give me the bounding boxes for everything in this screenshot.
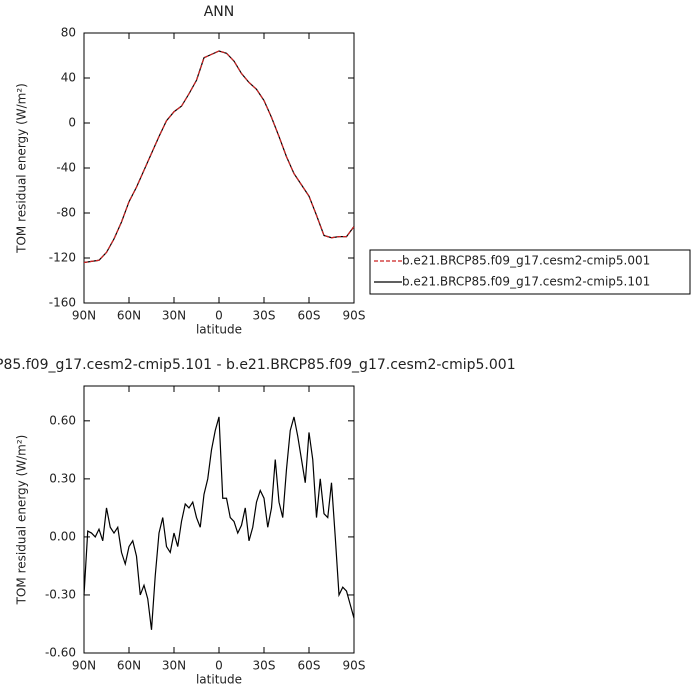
y-tick-label: -40 [56, 161, 76, 175]
x-tick-label: 90S [343, 659, 366, 673]
x-tick-label: 30N [162, 659, 186, 673]
y-tick-label: -0.30 [45, 587, 76, 601]
y-axis-label: TOM residual energy (W/m²) [15, 435, 29, 606]
x-tick-label: 30S [253, 309, 276, 323]
x-tick-label: 60N [117, 659, 141, 673]
x-tick-label: 0 [215, 309, 223, 323]
legend-label: b.e21.BRCP85.f09_g17.cesm2-cmip5.001 [402, 254, 650, 268]
x-tick-label: 30S [253, 659, 276, 673]
x-tick-label: 90S [343, 309, 366, 323]
y-tick-label: 40 [61, 71, 76, 85]
x-axis-label: latitude [196, 673, 242, 687]
y-tick-label: 0.60 [49, 413, 76, 427]
y-tick-label: 0.30 [49, 471, 76, 485]
chart-title: b.e21.BRCP85.f09_g17.cesm2-cmip5.101 - b… [0, 357, 516, 373]
x-tick-label: 0 [215, 659, 223, 673]
y-tick-label: -80 [56, 206, 76, 220]
y-tick-label: 0 [68, 116, 76, 130]
y-tick-label: 0.00 [49, 529, 76, 543]
data-line [83, 416, 355, 630]
x-tick-label: 90N [72, 659, 96, 673]
data-line [83, 50, 355, 264]
x-tick-label: 90N [72, 309, 96, 323]
data-line [83, 50, 355, 264]
legend-box [369, 249, 691, 295]
chart-title: ANN [204, 4, 235, 20]
y-axis-label: TOM residual energy (W/m²) [15, 83, 29, 254]
x-tick-label: 60S [298, 309, 321, 323]
plot-frame [83, 32, 355, 304]
y-tick-label: -120 [49, 251, 76, 265]
y-tick-label: -160 [49, 296, 76, 310]
y-tick-label: 80 [61, 26, 76, 40]
x-tick-label: 30N [162, 309, 186, 323]
x-axis-label: latitude [196, 323, 242, 337]
y-tick-label: -0.60 [45, 646, 76, 660]
x-tick-label: 60S [298, 659, 321, 673]
legend-label: b.e21.BRCP85.f09_g17.cesm2-cmip5.101 [402, 275, 650, 289]
x-tick-label: 60N [117, 309, 141, 323]
